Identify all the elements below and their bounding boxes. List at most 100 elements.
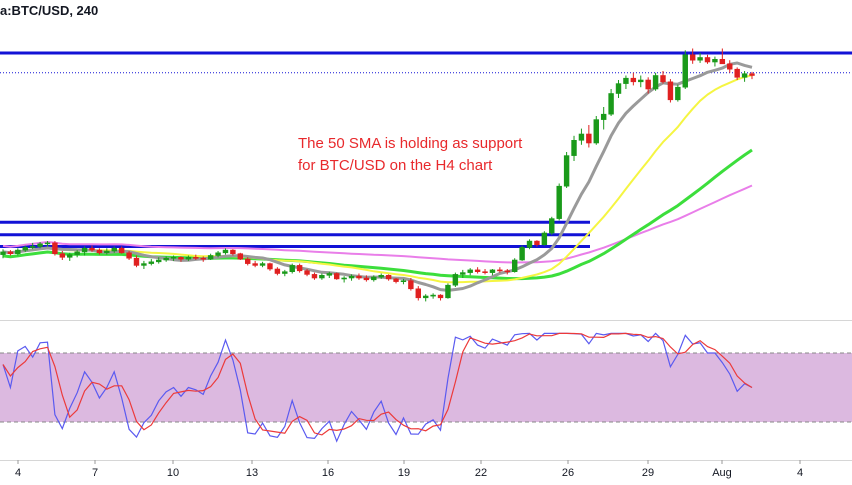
- candle-body: [749, 73, 755, 76]
- candle: [563, 152, 570, 188]
- candle: [727, 60, 733, 73]
- candle-body: [697, 57, 703, 61]
- x-tick-label: 4: [797, 467, 803, 479]
- candle-body: [719, 58, 726, 65]
- candle: [734, 67, 740, 80]
- candle: [460, 269, 466, 278]
- candle: [118, 246, 125, 254]
- candle-body: [356, 275, 362, 279]
- candle-body: [727, 63, 733, 70]
- candle: [67, 252, 73, 261]
- candle-body: [371, 276, 377, 281]
- candle-body: [104, 250, 110, 254]
- candle-body: [67, 254, 73, 258]
- candle: [608, 89, 614, 116]
- candle: [697, 53, 703, 63]
- candle: [741, 71, 748, 82]
- candle: [712, 56, 718, 67]
- stochastic-d-line: [2, 332, 753, 436]
- candle-body: [326, 273, 333, 276]
- candle-body: [200, 257, 206, 260]
- candle-body: [89, 248, 95, 251]
- x-tick-label: 16: [322, 467, 334, 479]
- candle-body: [29, 246, 36, 248]
- candle: [437, 294, 444, 301]
- candle-body: [74, 251, 80, 255]
- candle-body: [704, 57, 711, 63]
- candle-body: [252, 263, 258, 266]
- candle: [22, 245, 28, 252]
- candle-body: [452, 274, 459, 286]
- candle-body: [170, 256, 177, 259]
- candle: [415, 286, 421, 301]
- candle: [126, 251, 132, 260]
- candle-body: [319, 274, 325, 279]
- candle: [289, 263, 295, 274]
- candle: [675, 84, 681, 102]
- x-tick-label: 26: [562, 467, 574, 479]
- candle-body: [652, 75, 659, 90]
- candle-body: [156, 259, 162, 263]
- candle-body: [141, 263, 147, 266]
- candle-body: [549, 218, 555, 234]
- candle-body: [267, 263, 273, 270]
- candle-body: [341, 277, 347, 280]
- candle-body: [563, 155, 570, 187]
- candle-body: [311, 274, 318, 279]
- candle-body: [163, 257, 169, 261]
- x-tick-label: Aug: [712, 467, 732, 479]
- candle: [304, 269, 310, 277]
- candle-body: [52, 242, 58, 254]
- candle-body: [126, 252, 132, 259]
- candle-body: [445, 284, 451, 299]
- candle-body: [222, 249, 229, 254]
- candle: [0, 249, 6, 259]
- candle-body: [511, 259, 518, 272]
- candle-body: [675, 86, 681, 101]
- candle: [282, 269, 288, 277]
- candle-body: [274, 268, 281, 274]
- candle-body: [638, 79, 644, 83]
- candle-body: [0, 251, 6, 255]
- candle-body: [289, 265, 295, 272]
- candle-body: [578, 133, 585, 141]
- candle-body: [334, 273, 340, 280]
- candle: [319, 273, 325, 280]
- candle-body: [185, 256, 192, 260]
- candle-body: [667, 81, 674, 101]
- candle: [556, 183, 562, 221]
- candle: [408, 278, 414, 291]
- candle: [148, 259, 155, 266]
- candle: [200, 256, 206, 262]
- candle-body: [630, 77, 637, 83]
- candle: [719, 48, 726, 65]
- candle-body: [81, 248, 88, 253]
- candle-body: [497, 269, 503, 272]
- candle-body: [504, 270, 510, 273]
- candle: [252, 260, 258, 268]
- candle-body: [556, 185, 562, 219]
- candle-body: [111, 248, 117, 252]
- candle: [178, 256, 184, 262]
- x-tick-label: 13: [246, 467, 258, 479]
- candle: [393, 278, 399, 284]
- candle-body: [741, 73, 748, 78]
- candle: [511, 258, 518, 273]
- candle: [400, 278, 407, 285]
- candle: [222, 248, 229, 255]
- candle-body: [282, 271, 288, 274]
- candle: [81, 246, 88, 256]
- candle-body: [623, 77, 629, 84]
- candle: [749, 71, 755, 80]
- candle-body: [193, 256, 199, 259]
- x-tick-label: 29: [642, 467, 654, 479]
- candle-body: [415, 288, 421, 299]
- candle-body: [22, 247, 28, 251]
- candle-body: [148, 261, 155, 264]
- candle: [467, 268, 473, 276]
- candle-body: [534, 240, 540, 246]
- candle: [163, 256, 169, 262]
- candle: [111, 246, 117, 253]
- candle: [141, 260, 147, 269]
- candle: [311, 272, 318, 280]
